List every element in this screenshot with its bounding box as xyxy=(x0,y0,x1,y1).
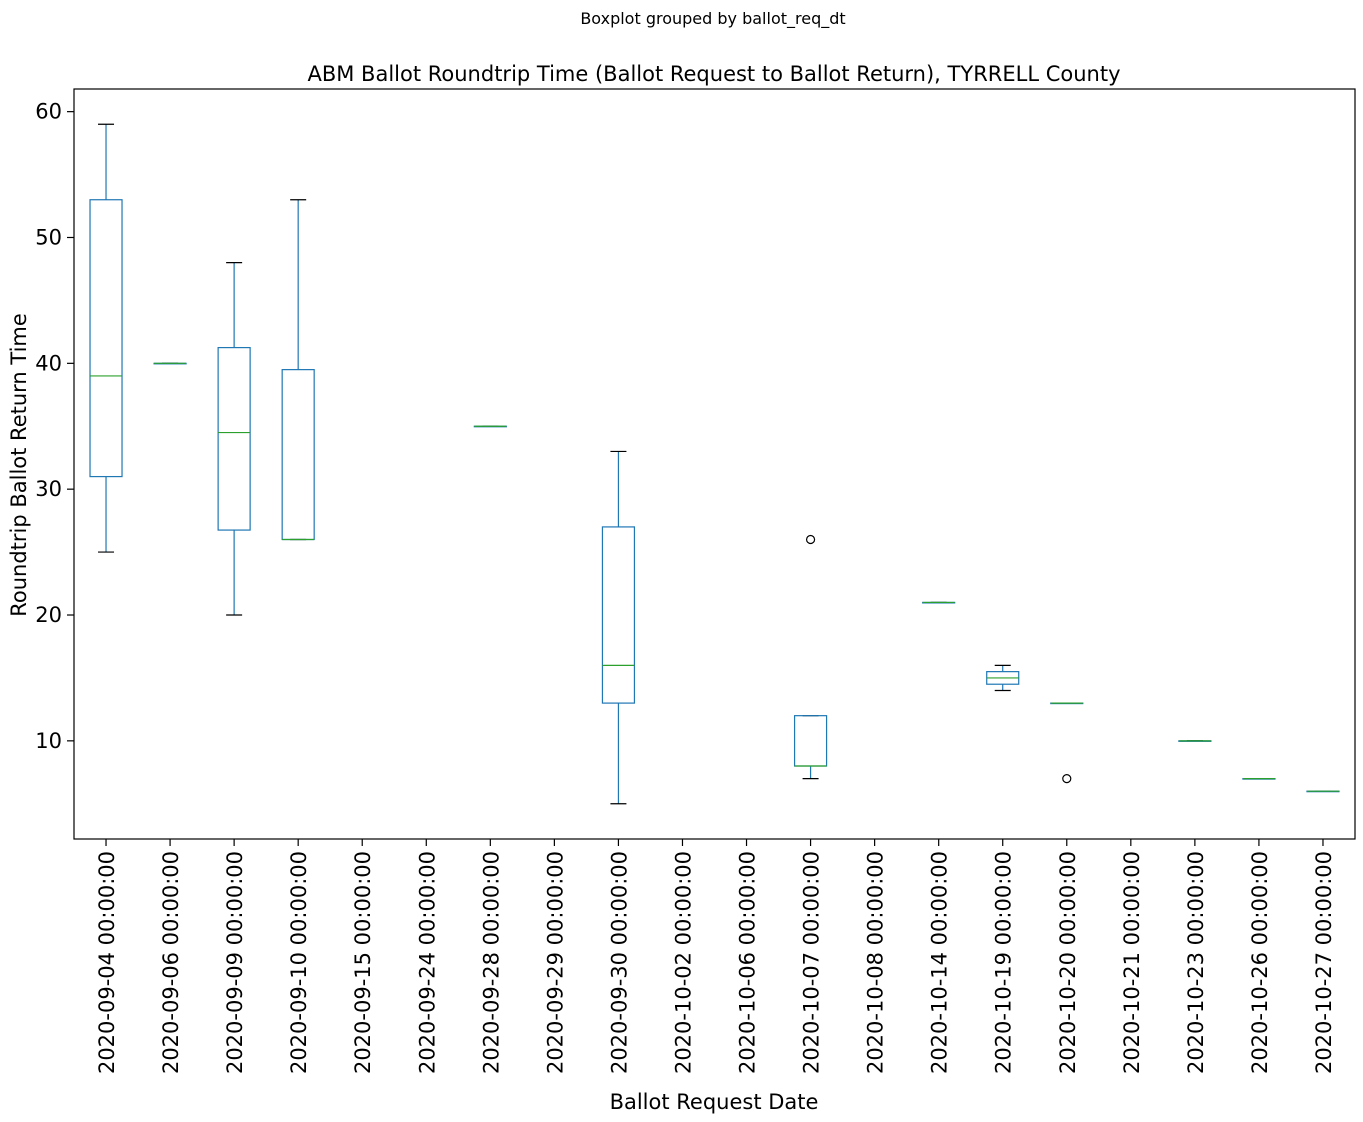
x-tick-label: 2020-09-09 00:00:00 xyxy=(223,851,247,1074)
box-group xyxy=(986,664,1020,692)
x-tick-label: 2020-09-30 00:00:00 xyxy=(607,851,631,1074)
iqr-box xyxy=(217,346,251,531)
chart-title: ABM Ballot Roundtrip Time (Ballot Reques… xyxy=(307,62,1120,86)
x-tick-label: 2020-09-29 00:00:00 xyxy=(543,851,567,1074)
box-group xyxy=(281,199,315,541)
box-group xyxy=(217,262,251,616)
x-tick-label: 2020-10-21 00:00:00 xyxy=(1120,851,1144,1074)
box-group xyxy=(89,123,123,553)
outlier-point xyxy=(1062,773,1072,784)
box-group xyxy=(1242,777,1276,780)
y-tick-label: 30 xyxy=(35,477,62,501)
outlier-point xyxy=(805,534,816,545)
y-tick-label: 20 xyxy=(35,603,62,627)
y-tick-label: 60 xyxy=(35,100,62,124)
x-tick-label: 2020-10-27 00:00:00 xyxy=(1312,851,1336,1074)
box-group xyxy=(1178,740,1212,742)
y-tick-label: 10 xyxy=(35,729,62,753)
box-group xyxy=(1050,702,1084,784)
x-tick-label: 2020-10-20 00:00:00 xyxy=(1056,851,1080,1074)
iqr-box xyxy=(793,715,828,767)
box-group xyxy=(793,534,828,780)
x-tick-label: 2020-10-08 00:00:00 xyxy=(864,851,888,1074)
x-tick-label: 2020-10-07 00:00:00 xyxy=(800,851,824,1074)
box-group xyxy=(1306,790,1340,793)
x-tick-label: 2020-10-23 00:00:00 xyxy=(1184,851,1208,1074)
y-tick-label: 50 xyxy=(35,225,62,249)
y-axis-label: Roundtrip Ballot Return Time xyxy=(7,313,31,617)
plot-frame xyxy=(73,88,1356,840)
x-tick-label: 2020-10-26 00:00:00 xyxy=(1248,851,1272,1074)
x-axis-label: Ballot Request Date xyxy=(610,1090,819,1114)
x-tick-label: 2020-09-06 00:00:00 xyxy=(159,851,183,1074)
iqr-box xyxy=(601,526,636,704)
x-tick-label: 2020-09-28 00:00:00 xyxy=(479,851,503,1074)
x-tick-label: 2020-10-14 00:00:00 xyxy=(928,851,952,1074)
box-group xyxy=(601,450,636,805)
iqr-box xyxy=(89,199,123,478)
x-tick-label: 2020-09-04 00:00:00 xyxy=(95,851,119,1074)
chart-suptitle: Boxplot grouped by ballot_req_dt xyxy=(580,9,845,29)
x-tick-label: 2020-09-24 00:00:00 xyxy=(415,851,439,1074)
x-tick-label: 2020-10-19 00:00:00 xyxy=(992,851,1016,1074)
box-group xyxy=(922,601,956,604)
x-tick-label: 2020-10-02 00:00:00 xyxy=(671,851,695,1074)
iqr-box xyxy=(281,369,315,541)
x-tick-label: 2020-10-06 00:00:00 xyxy=(736,851,760,1074)
box-group xyxy=(473,425,507,428)
plot-area: 10 20 30 40 50 60 2020-09-04 00:00:00 2020-09-0… xyxy=(35,88,1356,1074)
y-tick-label: 40 xyxy=(35,351,62,375)
box-group xyxy=(153,362,187,365)
x-tick-label: 2020-09-15 00:00:00 xyxy=(351,851,375,1074)
x-tick-label: 2020-09-10 00:00:00 xyxy=(287,851,311,1074)
